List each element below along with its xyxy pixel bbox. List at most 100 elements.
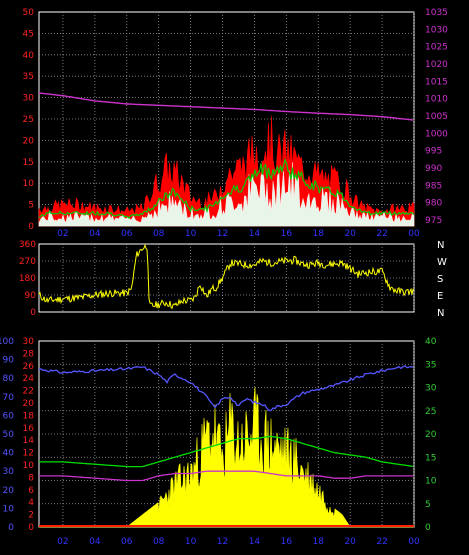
pressure-tick-label: 975 bbox=[425, 216, 442, 226]
pressure-tick-label: 1025 bbox=[425, 43, 448, 53]
wind-gust-series bbox=[38, 115, 415, 227]
wind-speed-tick-label: 0 bbox=[28, 222, 34, 232]
rain-tick-label: 28 bbox=[23, 349, 35, 359]
wind-pressure-panel: 0510152025303540455097598098599099510001… bbox=[23, 8, 449, 232]
temperature-axis-label: Temperatura bbox=[312, 323, 377, 334]
wind-speed-tick-label: 35 bbox=[23, 72, 34, 82]
rain-tick-label: 10 bbox=[23, 461, 35, 471]
rain-tick-label: 0 bbox=[28, 523, 34, 533]
x-tick-label: 10 bbox=[185, 229, 197, 239]
x-tick-label: 02 bbox=[57, 537, 68, 547]
temperature-tick-label: 30 bbox=[425, 384, 437, 394]
rain-tick-label: 16 bbox=[23, 424, 35, 434]
rain-tick-label: 2 bbox=[28, 511, 34, 521]
x-tick-label: 18 bbox=[313, 229, 325, 239]
temperature-tick-label: 15 bbox=[425, 453, 436, 463]
dew-point-series bbox=[39, 470, 413, 482]
rain-tick-label: 22 bbox=[23, 387, 34, 397]
wind-speed-axis-label: Forza vento(-) bbox=[8, 3, 78, 14]
humidity-tick-label: 20 bbox=[3, 486, 15, 496]
x-tick-label: 10 bbox=[185, 537, 197, 547]
wind-speed-tick-label: 10 bbox=[23, 179, 35, 189]
rain-axis-label: Pioggia bbox=[0, 323, 36, 334]
x-tick-label: 20 bbox=[344, 537, 356, 547]
wind-speed-tick-label: 5 bbox=[28, 201, 34, 211]
x-tick-label: 04 bbox=[89, 537, 101, 547]
sunrise-annotation: Sun Rise bbox=[122, 493, 161, 503]
sunset-annotation: Sun Set bbox=[342, 493, 377, 503]
wind-speed-tick-label: 50 bbox=[23, 8, 35, 18]
x-tick-label: 00 bbox=[408, 537, 420, 547]
rain-tick-label: 24 bbox=[23, 374, 35, 384]
wind-direction-tick-label: 360 bbox=[19, 240, 36, 250]
pressure-tick-label: 1010 bbox=[425, 95, 448, 105]
x-tick-label: 00 bbox=[408, 229, 420, 239]
rain-tick-label: 14 bbox=[23, 436, 35, 446]
humidity-tick-label: 100 bbox=[0, 337, 14, 347]
compass-label: N bbox=[437, 240, 444, 251]
rain-tick-label: 12 bbox=[23, 449, 34, 459]
temperature-tick-label: 10 bbox=[425, 477, 437, 487]
x-tick-label: 18 bbox=[313, 537, 325, 547]
pressure-tick-label: 1035 bbox=[425, 8, 448, 18]
x-tick-label: 12 bbox=[217, 229, 228, 239]
humidity-tick-label: 50 bbox=[3, 430, 15, 440]
pressure-axis-label: Pressione bbox=[371, 3, 419, 14]
temperature-series bbox=[39, 435, 414, 468]
wind-average-series bbox=[38, 157, 415, 219]
pressure-tick-label: 990 bbox=[425, 164, 442, 174]
rain-tick-label: 30 bbox=[23, 337, 35, 347]
x-tick-label: 14 bbox=[249, 229, 261, 239]
x-tick-label: 08 bbox=[153, 229, 165, 239]
x-tick-label: 06 bbox=[121, 537, 133, 547]
compass-label: E bbox=[437, 291, 443, 302]
temperature-tick-label: 5 bbox=[425, 500, 431, 510]
temperature-tick-label: 40 bbox=[425, 337, 437, 347]
x-axis-ticks: 02 04 06 08 10 12 14 16 18 20 22 00 02 04 06 08 10 12 14 16… bbox=[57, 229, 420, 547]
chart-title: 24 hour graph dal: 16 Maggio 2015 bbox=[155, 1, 332, 12]
wind-speed-tick-label: 25 bbox=[23, 115, 34, 125]
humidity-tick-label: 0 bbox=[8, 523, 14, 533]
wind-speed-tick-label: 20 bbox=[23, 136, 35, 146]
humidity-tick-label: 70 bbox=[3, 393, 15, 403]
x-tick-label: 06 bbox=[121, 229, 133, 239]
pressure-tick-label: 1000 bbox=[425, 129, 448, 139]
pressure-tick-label: 995 bbox=[425, 147, 442, 157]
pressure-series bbox=[38, 92, 414, 121]
x-tick-label: 14 bbox=[249, 537, 261, 547]
rain-tick-label: 8 bbox=[28, 473, 34, 483]
temperature-tick-label: 35 bbox=[425, 360, 436, 370]
pressure-tick-label: 980 bbox=[425, 199, 442, 209]
wind-direction-tick-label: 0 bbox=[30, 308, 36, 318]
pressure-tick-label: 1030 bbox=[425, 25, 448, 35]
x-tick-label: 22 bbox=[376, 537, 387, 547]
wind-direction-tick-label: 270 bbox=[19, 257, 36, 267]
rain-tick-label: 6 bbox=[28, 486, 34, 496]
temperature-tick-label: 20 bbox=[425, 430, 437, 440]
compass-label: W bbox=[437, 257, 447, 268]
temperature-tick-label: 0 bbox=[425, 523, 431, 533]
x-tick-label: 08 bbox=[153, 537, 165, 547]
wind-speed-tick-label: 30 bbox=[23, 94, 35, 104]
humidity-tick-label: 40 bbox=[3, 449, 15, 459]
wind-direction-series bbox=[38, 243, 415, 310]
compass-label: N bbox=[437, 308, 444, 319]
dew-point-axis-label: Dew Point (°C) bbox=[393, 323, 466, 334]
x-tick-label: 22 bbox=[376, 229, 387, 239]
compass-label: S bbox=[437, 274, 443, 285]
x-tick-label: 16 bbox=[281, 537, 293, 547]
humidity-tick-label: 30 bbox=[3, 467, 15, 477]
rain-tick-label: 4 bbox=[28, 498, 34, 508]
x-tick-label: 04 bbox=[89, 229, 101, 239]
rain-tick-label: 26 bbox=[23, 362, 35, 372]
x-tick-label: 02 bbox=[57, 229, 68, 239]
pressure-tick-label: 985 bbox=[425, 181, 442, 191]
x-tick-label: 20 bbox=[344, 229, 356, 239]
wind-speed-tick-label: 45 bbox=[23, 29, 34, 39]
temperature-tick-label: 25 bbox=[425, 407, 436, 417]
solar-axis-label: Solar bbox=[118, 323, 144, 334]
pressure-tick-label: 1020 bbox=[425, 60, 448, 70]
humidity-tick-label: 80 bbox=[3, 374, 15, 384]
